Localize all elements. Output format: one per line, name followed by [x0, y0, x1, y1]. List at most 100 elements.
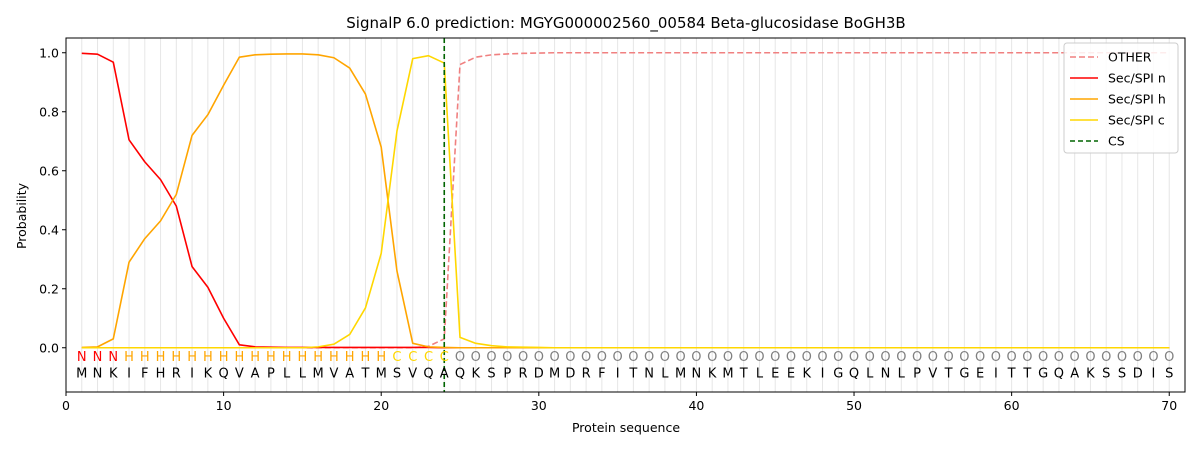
annotation-label: H	[140, 350, 150, 365]
residue-label: A	[251, 366, 260, 381]
annotation-label: H	[219, 350, 229, 365]
annotation-label: O	[865, 350, 875, 365]
annotation-label: O	[833, 350, 843, 365]
chart-title: SignalP 6.0 prediction: MGYG000002560_00…	[346, 14, 905, 33]
annotation-label: C	[392, 350, 401, 365]
residue-label: T	[1022, 366, 1031, 381]
residue-label: E	[771, 366, 779, 381]
residue-label: I	[127, 366, 131, 381]
residue-label: K	[109, 366, 118, 381]
residue-label: N	[692, 366, 702, 381]
residue-label: I	[994, 366, 998, 381]
annotation-label: H	[156, 350, 166, 365]
annotation-label: O	[691, 350, 701, 365]
residue-label: I	[821, 366, 825, 381]
annotation-label: H	[124, 350, 134, 365]
annotation-label: O	[975, 350, 985, 365]
legend-entry: Sec/SPI n	[1108, 71, 1166, 86]
residue-label: A	[440, 366, 449, 381]
annotation-label: O	[770, 350, 780, 365]
y-tick-label: 0.2	[39, 281, 59, 296]
x-tick-label: 50	[846, 398, 862, 413]
y-tick-label: 0.6	[39, 163, 59, 178]
y-tick-label: 0.0	[39, 340, 59, 355]
annotation-label: H	[171, 350, 181, 365]
residue-label: P	[503, 366, 511, 381]
x-tick-label: 60	[1004, 398, 1020, 413]
residue-label: M	[675, 366, 686, 381]
residue-label: D	[565, 366, 575, 381]
annotation-label: H	[345, 350, 355, 365]
annotation-label: H	[329, 350, 339, 365]
annotation-label: N	[77, 350, 87, 365]
residue-label: I	[1152, 366, 1156, 381]
x-tick-label: 30	[531, 398, 547, 413]
residue-label: M	[76, 366, 87, 381]
annotation-label: O	[723, 350, 733, 365]
residue-label: T	[739, 366, 748, 381]
residue-label: V	[329, 366, 338, 381]
plot-lines	[81, 38, 1170, 392]
annotation-label: O	[1164, 350, 1174, 365]
residue-label: V	[235, 366, 244, 381]
residue-label: R	[172, 366, 181, 381]
x-tick-label: 0	[62, 398, 70, 413]
annotation-label: O	[802, 350, 812, 365]
residue-label: V	[928, 366, 937, 381]
annotation-label: H	[266, 350, 276, 365]
residue-label: N	[93, 366, 103, 381]
residue-label: M	[376, 366, 387, 381]
residue-label: K	[708, 366, 717, 381]
annotation-label: O	[849, 350, 859, 365]
residue-label: G	[1038, 366, 1048, 381]
residue-label: P	[913, 366, 921, 381]
residue-label: A	[345, 366, 354, 381]
annotation-label: C	[424, 350, 433, 365]
residue-label: E	[787, 366, 795, 381]
residue-label: L	[283, 366, 291, 381]
residue-label: Q	[423, 366, 433, 381]
x-tick-label: 70	[1161, 398, 1177, 413]
y-axis-label: Probability	[14, 182, 29, 249]
annotation-label: O	[943, 350, 953, 365]
residue-label: E	[976, 366, 984, 381]
x-axis-label: Protein sequence	[572, 420, 680, 435]
legend-entry: Sec/SPI c	[1108, 113, 1165, 128]
x-tick-label: 20	[373, 398, 389, 413]
residue-label: L	[661, 366, 669, 381]
plot-frame	[65, 37, 1186, 393]
annotation-label: O	[1070, 350, 1080, 365]
annotation-label: H	[361, 350, 371, 365]
annotation-label: H	[250, 350, 260, 365]
annotation-label: O	[1007, 350, 1017, 365]
annotation-label: H	[203, 350, 213, 365]
residue-label: L	[299, 366, 307, 381]
annotation-label: O	[1022, 350, 1032, 365]
x-tick-label: 40	[688, 398, 704, 413]
residue-label: A	[1070, 366, 1079, 381]
x-tick-label: 10	[216, 398, 232, 413]
residue-label: K	[802, 366, 811, 381]
residue-label: K	[472, 366, 481, 381]
residue-label: M	[722, 366, 733, 381]
annotation-label: O	[896, 350, 906, 365]
residue-label: G	[833, 366, 843, 381]
residue-label: G	[959, 366, 969, 381]
residue-label: F	[598, 366, 605, 381]
annotation-label: O	[471, 350, 481, 365]
annotation-label: O	[912, 350, 922, 365]
annotation-label: O	[1117, 350, 1127, 365]
annotation-label: O	[1038, 350, 1048, 365]
annotation-label: O	[628, 350, 638, 365]
annotation-label: H	[187, 350, 197, 365]
residue-label: I	[616, 366, 620, 381]
annotation-label: O	[1148, 350, 1158, 365]
annotation-label: O	[644, 350, 654, 365]
annotation-label: O	[1085, 350, 1095, 365]
annotation-label: O	[959, 350, 969, 365]
annotation-label: H	[298, 350, 308, 365]
legend-entry: OTHER	[1108, 50, 1152, 65]
residue-label: V	[408, 366, 417, 381]
residue-label: K	[204, 366, 213, 381]
